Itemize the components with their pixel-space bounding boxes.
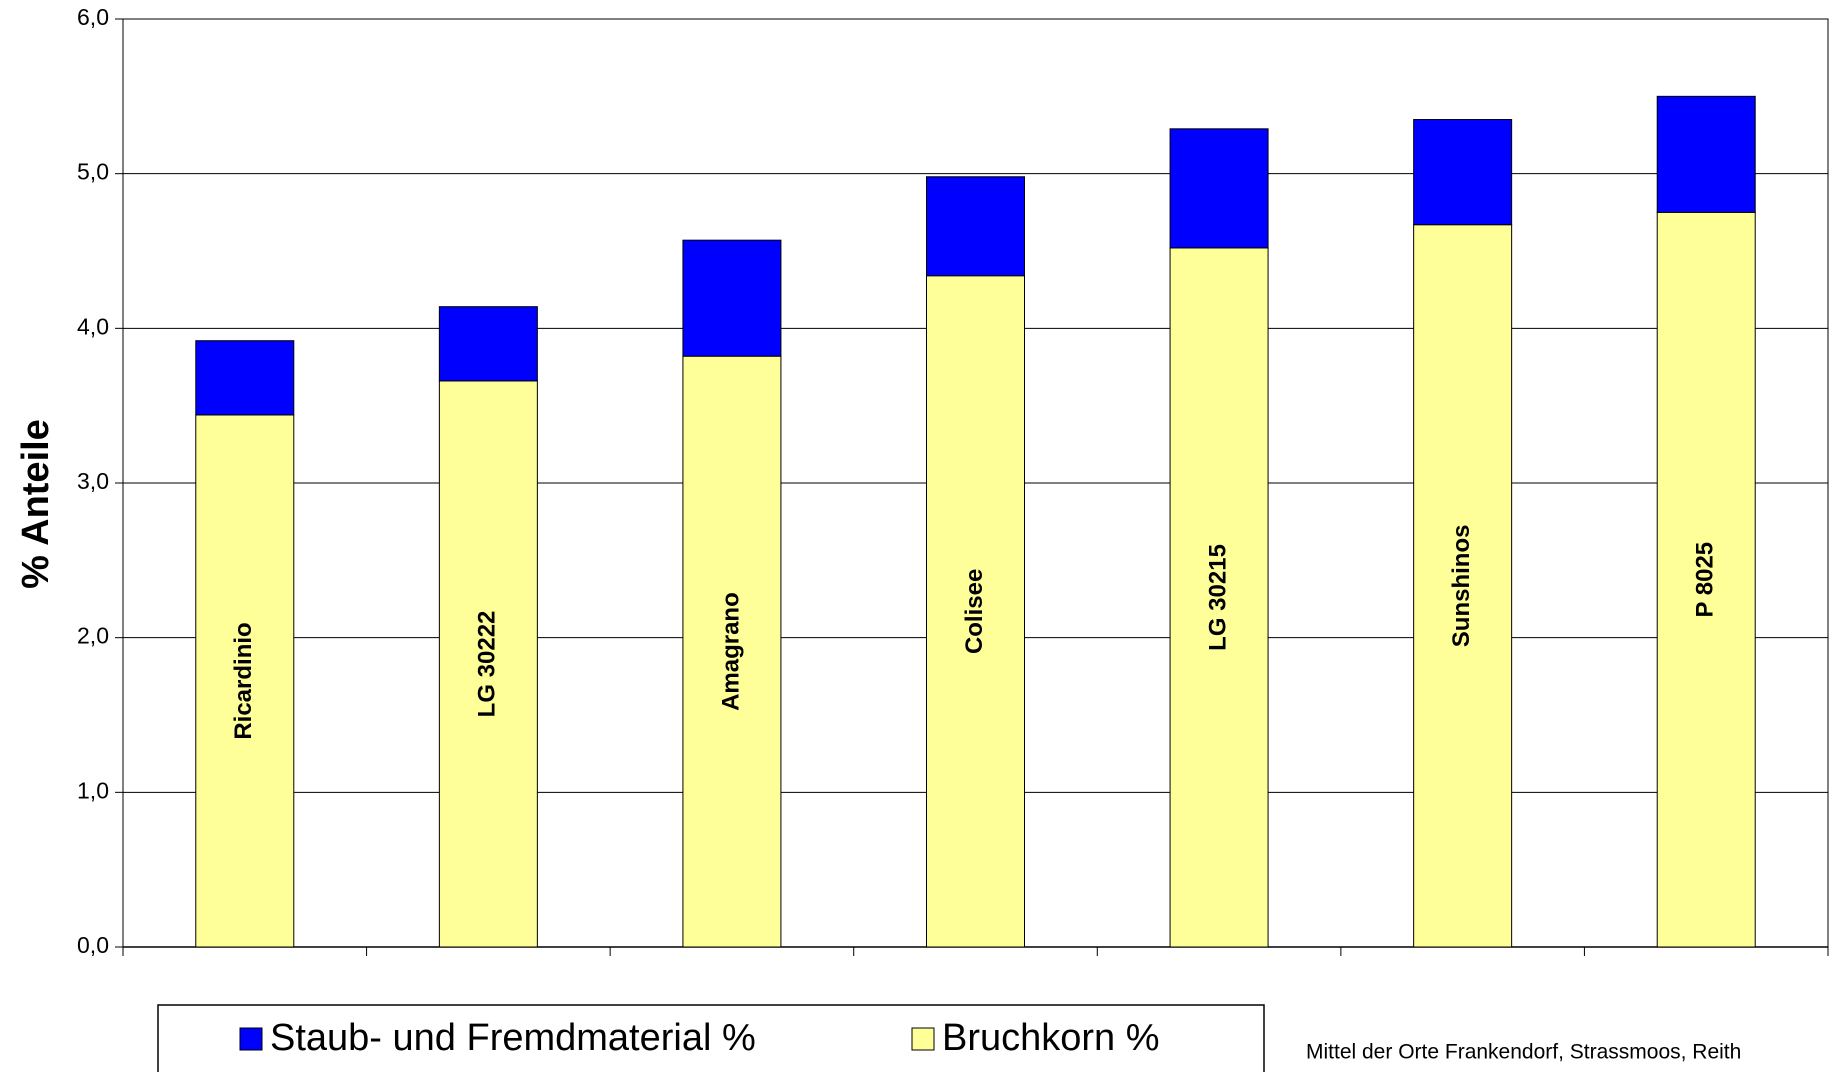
bar-segment xyxy=(195,340,295,416)
bar-segment xyxy=(1413,119,1513,226)
category-label: Amagrano xyxy=(717,592,744,711)
category-label: Ricardinio xyxy=(230,622,257,739)
bar-segment xyxy=(926,275,1025,948)
category-label: P 8025 xyxy=(1692,542,1719,618)
category-label: LG 30222 xyxy=(474,611,501,718)
category-label: Colisee xyxy=(961,569,988,654)
bar-segment xyxy=(682,355,782,948)
y-tick-label: 1,0 xyxy=(77,777,109,803)
y-tick-label: 0,0 xyxy=(77,932,109,958)
bar-segment xyxy=(195,414,295,948)
category-label: LG 30215 xyxy=(1204,544,1231,651)
legend-swatch xyxy=(911,1027,935,1051)
y-axis-label: % Anteile xyxy=(15,419,57,589)
legend-label: Bruchkorn % xyxy=(942,1017,1160,1059)
bar-segment xyxy=(1169,247,1269,948)
legend-label: Staub- und Fremdmaterial % xyxy=(270,1017,756,1059)
legend-swatch xyxy=(239,1027,263,1051)
y-tick-label: 4,0 xyxy=(77,313,109,339)
bar-segment xyxy=(1169,128,1269,249)
bar-segment xyxy=(926,176,1025,277)
y-tick-label: 5,0 xyxy=(77,159,109,185)
y-tick-label: 6,0 xyxy=(77,4,109,30)
bar-segment xyxy=(682,239,782,357)
category-label: Sunshinos xyxy=(1448,525,1475,648)
y-tick-label: 2,0 xyxy=(77,623,109,649)
y-tick-label: 3,0 xyxy=(77,468,109,494)
bar-segment xyxy=(1656,95,1756,213)
bar-segment xyxy=(438,380,538,948)
bar-segment xyxy=(1413,224,1513,948)
bar-segment xyxy=(438,306,538,382)
legend-box xyxy=(157,1004,1265,1072)
bar-segment xyxy=(1656,211,1756,948)
note: Mittel der Orte Frankendorf, Strassmoos,… xyxy=(1306,1041,1741,1064)
